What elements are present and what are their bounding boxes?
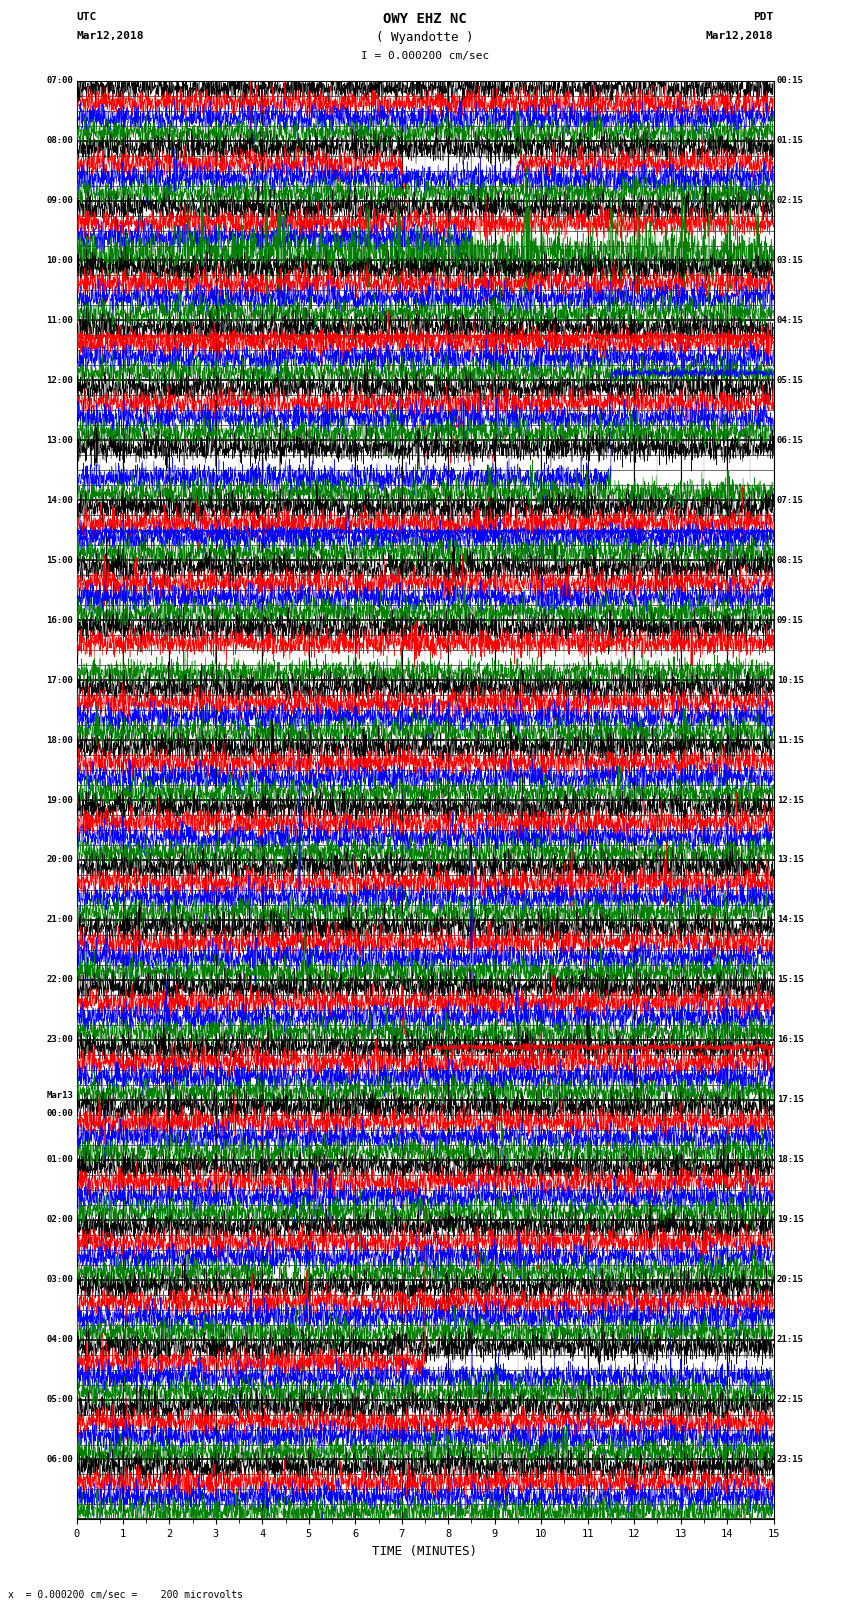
- Text: 05:00: 05:00: [46, 1395, 73, 1403]
- Text: 16:00: 16:00: [46, 616, 73, 624]
- Text: Mar12,2018: Mar12,2018: [76, 31, 144, 42]
- Text: 03:15: 03:15: [777, 256, 804, 265]
- Text: 23:00: 23:00: [46, 1036, 73, 1044]
- Text: 21:00: 21:00: [46, 916, 73, 924]
- Text: 08:00: 08:00: [46, 135, 73, 145]
- Text: 12:15: 12:15: [777, 795, 804, 805]
- Text: 11:15: 11:15: [777, 736, 804, 745]
- Text: 14:00: 14:00: [46, 495, 73, 505]
- Text: 20:00: 20:00: [46, 855, 73, 865]
- Text: 16:15: 16:15: [777, 1036, 804, 1044]
- Text: 04:00: 04:00: [46, 1336, 73, 1344]
- Text: 08:15: 08:15: [777, 556, 804, 565]
- Text: 06:15: 06:15: [777, 436, 804, 445]
- Text: 09:15: 09:15: [777, 616, 804, 624]
- Text: 10:00: 10:00: [46, 256, 73, 265]
- Text: 10:15: 10:15: [777, 676, 804, 684]
- Text: 01:00: 01:00: [46, 1155, 73, 1165]
- Text: 19:15: 19:15: [777, 1215, 804, 1224]
- Text: 04:15: 04:15: [777, 316, 804, 324]
- Text: 20:15: 20:15: [777, 1276, 804, 1284]
- Text: Mar13: Mar13: [46, 1090, 73, 1100]
- Text: 11:00: 11:00: [46, 316, 73, 324]
- Text: 18:15: 18:15: [777, 1155, 804, 1165]
- Text: 06:00: 06:00: [46, 1455, 73, 1465]
- Text: I = 0.000200 cm/sec: I = 0.000200 cm/sec: [361, 50, 489, 61]
- Text: PDT: PDT: [753, 11, 774, 23]
- Text: 07:15: 07:15: [777, 495, 804, 505]
- Text: 02:15: 02:15: [777, 197, 804, 205]
- Text: Mar12,2018: Mar12,2018: [706, 31, 774, 42]
- Text: 17:00: 17:00: [46, 676, 73, 684]
- Text: 00:15: 00:15: [777, 76, 804, 85]
- Text: 23:15: 23:15: [777, 1455, 804, 1465]
- X-axis label: TIME (MINUTES): TIME (MINUTES): [372, 1545, 478, 1558]
- Text: 14:15: 14:15: [777, 916, 804, 924]
- Text: 03:00: 03:00: [46, 1276, 73, 1284]
- Text: 00:00: 00:00: [46, 1110, 73, 1118]
- Text: 17:15: 17:15: [777, 1095, 804, 1105]
- Text: ( Wyandotte ): ( Wyandotte ): [377, 31, 473, 45]
- Text: 07:00: 07:00: [46, 76, 73, 85]
- Text: 09:00: 09:00: [46, 197, 73, 205]
- Text: 05:15: 05:15: [777, 376, 804, 386]
- Text: 13:15: 13:15: [777, 855, 804, 865]
- Text: x  = 0.000200 cm/sec =    200 microvolts: x = 0.000200 cm/sec = 200 microvolts: [8, 1590, 243, 1600]
- Text: OWY EHZ NC: OWY EHZ NC: [383, 11, 467, 26]
- Text: 12:00: 12:00: [46, 376, 73, 386]
- Text: UTC: UTC: [76, 11, 97, 23]
- Text: 15:00: 15:00: [46, 556, 73, 565]
- Text: 22:00: 22:00: [46, 976, 73, 984]
- Text: 22:15: 22:15: [777, 1395, 804, 1403]
- Text: 15:15: 15:15: [777, 976, 804, 984]
- Text: 13:00: 13:00: [46, 436, 73, 445]
- Text: 19:00: 19:00: [46, 795, 73, 805]
- Text: 21:15: 21:15: [777, 1336, 804, 1344]
- Text: 18:00: 18:00: [46, 736, 73, 745]
- Text: 02:00: 02:00: [46, 1215, 73, 1224]
- Text: 01:15: 01:15: [777, 135, 804, 145]
